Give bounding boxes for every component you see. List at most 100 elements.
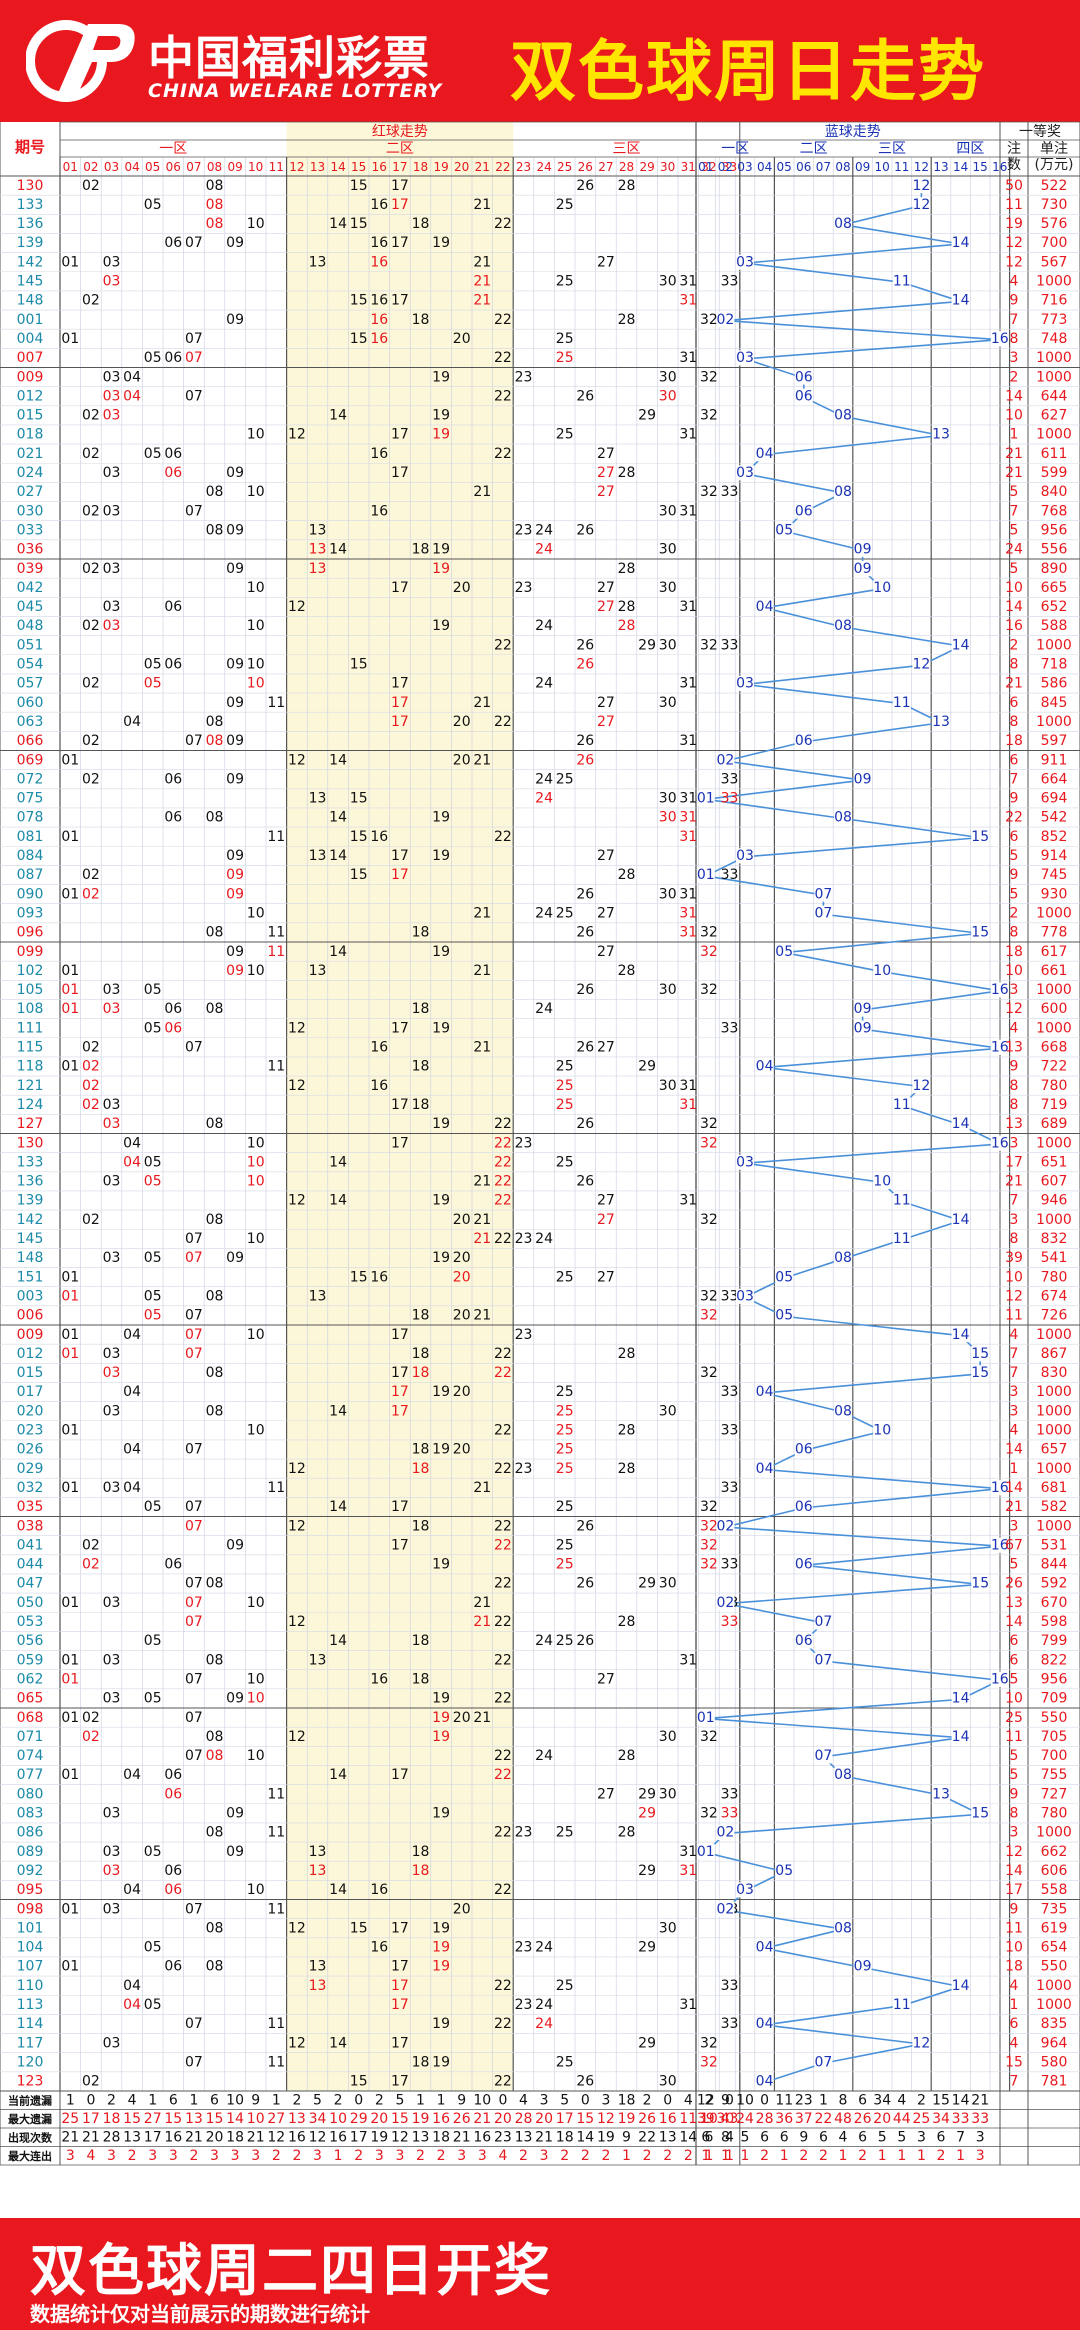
blue-ball-bg <box>716 1518 735 1534</box>
red-ball-number: 25 <box>556 427 574 443</box>
red-ball-number: 20 <box>453 1250 471 1266</box>
red-ball-number: 30 <box>659 982 677 998</box>
prize-amount-cell: 726 <box>1041 1308 1068 1324</box>
stat-blue-value: 2 <box>799 2148 808 2164</box>
period-cell: 056 <box>17 1633 44 1649</box>
prize-count-cell: 16 <box>1005 618 1023 634</box>
red-ball-number: 17 <box>391 848 409 864</box>
blue-ball-bg <box>716 752 735 768</box>
prize-amount-cell: 755 <box>1041 1767 1068 1783</box>
blue-ball-number: 15 <box>971 1365 989 1381</box>
red-ball-number: 33 <box>721 1020 739 1036</box>
red-ball-number: 11 <box>267 829 285 845</box>
red-number-header: 06 <box>166 160 181 174</box>
prize-amount-cell: 598 <box>1041 1614 1068 1630</box>
stat-blue-value: 1 <box>878 2148 887 2164</box>
stat-blue-value: 3 <box>976 2130 985 2146</box>
red-ball-number: 24 <box>535 1633 553 1649</box>
period-cell: 053 <box>17 1614 44 1630</box>
stat-blue-value: 6 <box>858 2093 867 2109</box>
blue-ball-bg <box>951 292 970 309</box>
red-ball-number: 01 <box>61 1652 79 1668</box>
blue-ball-bg <box>716 1595 735 1611</box>
red-ball-number: 17 <box>391 427 409 443</box>
red-ball-number: 05 <box>144 197 162 213</box>
red-ball-number: 26 <box>576 1576 594 1592</box>
blue-ball-bg <box>990 1135 1009 1151</box>
stat-blue-value: 6 <box>701 2130 710 2146</box>
prize-count-cell: 7 <box>1010 312 1019 328</box>
red-ball-number: 25 <box>556 1978 574 1994</box>
logo-text-en: CHINA WELFARE LOTTERY <box>148 80 443 102</box>
period-cell: 107 <box>17 1959 44 1975</box>
red-ball-number: 19 <box>432 1116 450 1132</box>
red-ball-number: 22 <box>494 714 512 730</box>
red-ball-number: 17 <box>391 580 409 596</box>
stat-red-value: 5 <box>313 2093 322 2109</box>
blue-ball-number: 15 <box>971 829 989 845</box>
red-number-header: 28 <box>619 160 634 174</box>
red-ball-number: 03 <box>103 599 121 615</box>
red-ball-number: 32 <box>700 1308 718 1324</box>
red-number-header: 29 <box>639 160 654 174</box>
red-ball-number: 05 <box>144 1844 162 1860</box>
red-number-header: 07 <box>186 160 201 174</box>
red-ball-number: 03 <box>103 1595 121 1611</box>
blue-ball-bg <box>892 1231 911 1247</box>
blue-ball-number: 06 <box>795 388 813 404</box>
period-cell: 118 <box>17 1059 44 1075</box>
blue-ball-number: 13 <box>932 427 950 443</box>
prize-amount-cell: 588 <box>1041 618 1068 634</box>
red-ball-number: 14 <box>329 542 347 558</box>
stat-red-value: 10 <box>473 2093 491 2109</box>
red-ball-number: 10 <box>247 1174 265 1190</box>
red-ball-number: 04 <box>123 388 141 404</box>
period-cell: 062 <box>17 1671 44 1687</box>
blue-number-header: 05 <box>777 160 792 174</box>
red-ball-number: 02 <box>82 618 100 634</box>
blue-ball-number: 01 <box>697 1844 715 1860</box>
red-ball-number: 03 <box>103 465 121 481</box>
red-ball-number: 22 <box>494 1537 512 1553</box>
red-ball-number: 15 <box>350 867 368 883</box>
blue-ball-bg <box>971 829 990 845</box>
period-cell: 102 <box>17 963 44 979</box>
red-ball-number: 08 <box>206 1748 224 1764</box>
red-ball-number: 22 <box>494 388 512 404</box>
red-ball-number: 03 <box>103 1116 121 1132</box>
stat-red-value: 4 <box>725 2130 734 2146</box>
red-ball-number: 10 <box>247 618 265 634</box>
prize-amount-cell: 627 <box>1041 408 1068 424</box>
red-ball-number: 10 <box>247 427 265 443</box>
period-cell: 139 <box>17 235 44 251</box>
period-cell: 015 <box>17 1365 44 1381</box>
blue-ball-bg <box>716 312 735 328</box>
prize-count-cell: 9 <box>1010 867 1019 883</box>
red-ball-number: 09 <box>226 695 244 711</box>
red-ball-number: 22 <box>494 1691 512 1707</box>
blue-ball-bg <box>834 618 852 634</box>
prize-count-cell: 9 <box>1010 1786 1019 1802</box>
blue-ball-number: 03 <box>736 848 754 864</box>
red-number-header: 19 <box>433 160 448 174</box>
period-cell: 041 <box>17 1537 44 1553</box>
blue-ball-number: 15 <box>971 925 989 941</box>
period-cell: 127 <box>17 1116 44 1132</box>
stat-blue-value: 12 <box>697 2093 715 2109</box>
stat-blue-value: 1 <box>897 2148 906 2164</box>
prize-amount-cell: 550 <box>1041 1710 1068 1726</box>
prize-amount-cell: 567 <box>1041 254 1068 270</box>
period-cell: 093 <box>17 905 44 921</box>
red-ball-number: 18 <box>412 542 430 558</box>
prize-count-header: 注 <box>1007 141 1021 157</box>
blue-ball-number: 14 <box>952 1691 970 1707</box>
red-ball-number: 31 <box>679 1078 697 1094</box>
red-ball-number: 19 <box>432 1020 450 1036</box>
red-ball-number: 14 <box>329 1633 347 1649</box>
red-ball-number: 07 <box>185 331 203 347</box>
blue-ball-number: 07 <box>814 1652 832 1668</box>
prize-count-cell: 6 <box>1010 752 1019 768</box>
prize-amount-cell: 709 <box>1041 1691 1068 1707</box>
stat-red-value: 1 <box>66 2093 75 2109</box>
